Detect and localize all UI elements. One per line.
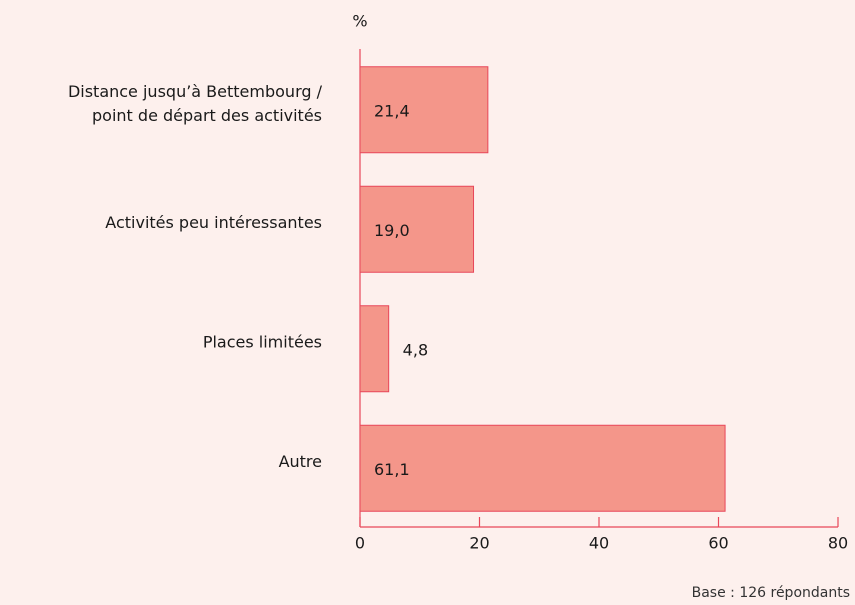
value-label: 19,0 xyxy=(374,221,410,240)
value-label: 21,4 xyxy=(374,101,410,120)
category-label: Activités peu intéressantes xyxy=(105,213,322,232)
axis-unit: % xyxy=(352,12,367,31)
value-label: 61,1 xyxy=(374,460,410,479)
bar xyxy=(359,305,390,393)
x-tick-label: 60 xyxy=(708,534,728,553)
bar xyxy=(359,66,489,154)
category-label: Places limitées xyxy=(203,332,322,351)
x-tick-label: 40 xyxy=(589,534,609,553)
x-tick-label: 80 xyxy=(828,534,848,553)
value-label: 4,8 xyxy=(403,340,428,359)
category-label: Autre xyxy=(279,452,322,471)
bar xyxy=(359,185,475,273)
bar xyxy=(359,424,726,512)
category-label: Distance jusqu’à Bettembourg / point de d… xyxy=(68,81,323,124)
x-tick-label: 0 xyxy=(355,534,365,553)
x-tick-label: 20 xyxy=(469,534,489,553)
footnote: Base : 126 répondants xyxy=(692,585,850,601)
